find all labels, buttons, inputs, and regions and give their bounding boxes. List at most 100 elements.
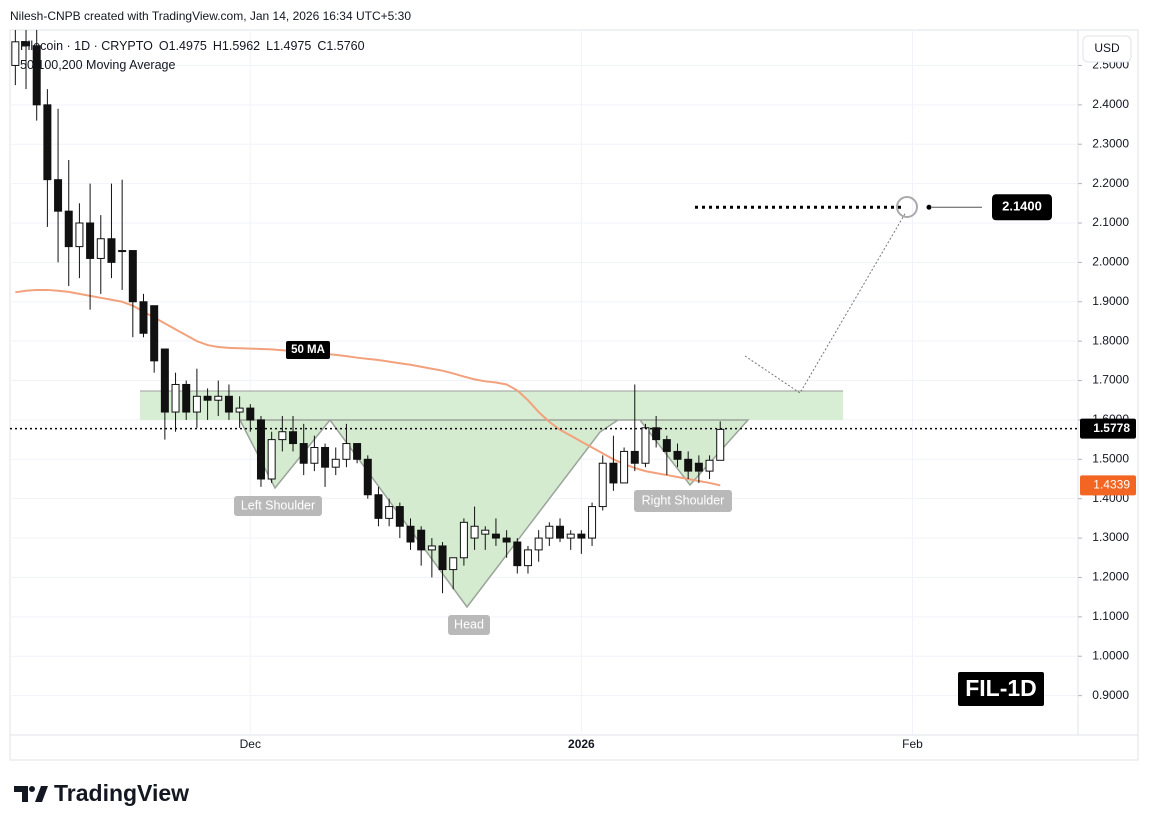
logo: TradingView (14, 780, 189, 806)
ohlc: O1.4975 (158, 39, 207, 53)
candle-body (374, 494, 383, 519)
candle-body (235, 407, 244, 413)
y-tick-label: 2.2000 (1092, 176, 1129, 190)
candle-body (385, 506, 394, 519)
candle-body (192, 395, 201, 413)
ohlc: H1.5962 (212, 39, 261, 53)
target-circle (896, 196, 918, 218)
symbol-legend: Filecoin · 1D · CRYPTO O1.4975 H1.5962 L1.4… (20, 39, 371, 53)
candle-body (395, 506, 404, 527)
y-tick-label: 1.0000 (1092, 648, 1129, 662)
candle-body (278, 431, 287, 441)
candle-body (182, 383, 191, 413)
candle-body (566, 533, 575, 539)
y-tick-label: 2.3000 (1092, 136, 1129, 150)
candle-body (652, 427, 661, 441)
candle-body (150, 305, 159, 362)
currency-button[interactable] (1082, 35, 1132, 63)
badge: FIL-1D (965, 675, 1037, 701)
indicator-legend: 50,100,200 Moving Average (20, 58, 176, 72)
y-tick-label: 1.5000 (1092, 451, 1129, 465)
y-tick-label: 1.9000 (1092, 294, 1129, 308)
candle-body (160, 348, 169, 413)
candle-body (289, 431, 298, 445)
candle-body (118, 250, 127, 253)
candle-body (299, 443, 308, 464)
candle-body (107, 238, 116, 263)
y-tick-label: 1.3000 (1092, 530, 1129, 544)
candle-body (11, 41, 20, 66)
candles (11, 30, 725, 594)
x-tick-label: 2026 (568, 737, 595, 751)
ma-price-label: 1.4339 (1093, 478, 1130, 492)
candle-body (267, 439, 276, 480)
candle-body (438, 545, 447, 571)
candle-body (246, 407, 255, 421)
candle-body (662, 439, 671, 452)
ma-label-box (286, 341, 330, 359)
x-tick-label: Feb (902, 737, 923, 751)
candle-body (427, 545, 436, 551)
candle-body (203, 395, 212, 401)
candle-body (609, 462, 618, 484)
candle-body (449, 557, 458, 571)
candle-body (32, 45, 41, 106)
candle-body (673, 450, 682, 460)
neckline-zone (140, 391, 843, 420)
candle-body (22, 41, 31, 47)
x-tick-label: Dec (240, 737, 261, 751)
candle-body (523, 549, 532, 567)
candle-body (513, 541, 522, 567)
candle-body (459, 521, 468, 559)
candle-body (139, 301, 148, 334)
candle-body (588, 506, 597, 539)
badge-box (958, 672, 1044, 706)
candle-body (684, 458, 693, 472)
candle-body (224, 395, 233, 413)
ohlc: L1.4975 (266, 39, 312, 53)
label-box (634, 490, 732, 512)
candle-body (75, 222, 84, 248)
y-tick-label: 1.1000 (1092, 609, 1129, 623)
candle-body (502, 537, 511, 543)
y-tick-label: 0.9000 (1092, 688, 1129, 702)
candle-body (353, 443, 362, 460)
candle-body (331, 458, 340, 468)
candle-body (534, 537, 543, 551)
target-dot (926, 204, 932, 210)
credit: Nilesh-CNPB created with TradingView.com… (10, 9, 411, 23)
candle-body (630, 450, 639, 464)
y-tick-label: 2.0000 (1092, 255, 1129, 269)
target-label: 2.1400 (1002, 199, 1042, 214)
last-price-tag (1080, 418, 1136, 439)
y-tick-label: 2.4000 (1092, 97, 1129, 111)
annotation: Right Shoulder (642, 493, 725, 507)
label-box (448, 615, 490, 635)
candle-body (310, 446, 319, 464)
candle-body (54, 179, 63, 212)
grid (10, 30, 1082, 735)
candle-body (128, 250, 137, 303)
candle-body (556, 525, 565, 539)
candle-body (716, 428, 725, 461)
candle-body (363, 458, 372, 496)
candle-body (545, 525, 554, 539)
overlay: 0.90001.00001.10001.20001.30001.40001.50… (10, 58, 1136, 751)
candle-body (694, 462, 703, 472)
currency[interactable]: USD (1094, 41, 1120, 55)
candle-body (406, 525, 415, 543)
y-tick-label: 1.2000 (1092, 570, 1129, 584)
candle-body (491, 533, 500, 539)
candle-body (256, 419, 265, 480)
candle-body (43, 104, 52, 181)
candle-body (342, 443, 351, 460)
candle-body (321, 446, 330, 468)
brand: TradingView (54, 780, 189, 806)
y-tick-label: 1.7000 (1092, 373, 1129, 387)
candle-body (470, 525, 479, 539)
y-tick-label: 2.1000 (1092, 215, 1129, 229)
target-tag (992, 194, 1052, 221)
ma-price-tag (1080, 475, 1136, 496)
